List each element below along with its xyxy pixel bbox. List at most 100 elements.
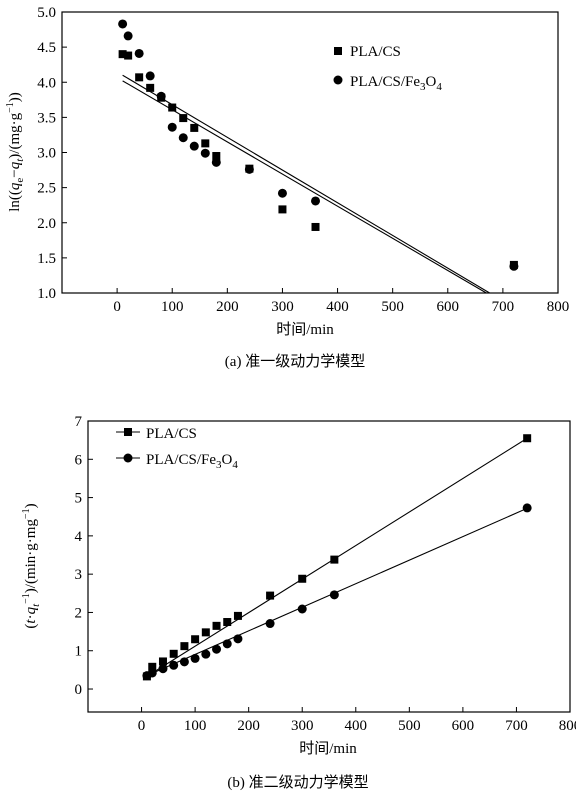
chart-a-x-tick-label: 200 <box>216 299 239 315</box>
chart-a-y-tick-label: 5.0 <box>37 5 56 21</box>
chart-a-x-tick-label: 700 <box>492 299 515 315</box>
chart-a-legend-label-pla-cs: PLA/CS <box>350 44 401 60</box>
chart-b-y-tick-label: 2 <box>75 605 83 621</box>
chart-a-point-pla-cs <box>311 222 320 231</box>
chart-b-y-tick-label: 3 <box>75 567 83 583</box>
chart-b-point-pla-cs <box>212 621 221 630</box>
chart-a-fit-line-pla-cs-fe3o4 <box>122 74 490 294</box>
chart-a-fit-line-pla-cs <box>122 80 487 294</box>
chart-b-x-tick-label: 400 <box>345 718 368 734</box>
chart-a-point-pla-cs <box>168 103 177 112</box>
chart-a-points <box>118 19 519 271</box>
chart-a-x-tick-label: 0 <box>113 299 121 315</box>
chart-b-x-tick-label: 500 <box>398 718 421 734</box>
chart-a-point-pla-cs <box>190 123 199 132</box>
chart-a-point-pla-cs-fe3o4 <box>118 19 128 29</box>
chart-a-point-pla-cs <box>212 152 221 161</box>
chart-b-x-tick-label: 0 <box>138 718 146 734</box>
chart-b-point-pla-cs-fe3o4 <box>522 503 532 513</box>
chart-a-caption: (a) 准一级动力学模型 <box>225 353 365 370</box>
chart-a-y-tick-label: 2.5 <box>37 181 56 197</box>
chart-b-point-pla-cs-fe3o4 <box>212 644 222 654</box>
chart-b-point-pla-cs-fe3o4 <box>265 619 275 629</box>
chart-a-x-tick-label: 400 <box>326 299 349 315</box>
chart-b-point-pla-cs <box>233 611 242 620</box>
chart-b: 0 100 200 300 400 500 600 700 800 0 1 2 3 4 5 6 7 PLA/CS… <box>21 414 576 791</box>
chart-b-x-tick-label: 700 <box>505 718 528 734</box>
chart-a-point-pla-cs <box>118 50 127 59</box>
chart-b-x-tick-label: 300 <box>291 718 314 734</box>
chart-a-point-pla-cs-fe3o4 <box>277 188 287 198</box>
chart-b-point-pla-cs <box>298 574 307 583</box>
chart-a-y-tick-label: 3.5 <box>37 110 56 126</box>
chart-a-x-tick-label: 800 <box>547 299 570 315</box>
chart-b-point-pla-cs <box>223 618 232 627</box>
chart-a-x-tick-label: 300 <box>271 299 294 315</box>
chart-b-point-pla-cs <box>158 657 167 666</box>
chart-b-point-pla-cs-fe3o4 <box>158 664 168 674</box>
chart-b-point-pla-cs <box>330 555 339 564</box>
chart-b-x-tick-label: 600 <box>452 718 475 734</box>
chart-a: 0 100 200 300 400 500 600 700 800 1.0 1.5 2.0 2.5 3.0… <box>5 5 569 370</box>
chart-a-point-pla-cs <box>146 83 155 92</box>
chart-a-point-pla-cs-fe3o4 <box>178 133 188 143</box>
chart-b-y-tick-label: 6 <box>75 452 83 468</box>
chart-b-x-tick-label: 800 <box>559 718 576 734</box>
chart-a-point-pla-cs-fe3o4 <box>244 164 254 174</box>
chart-b-ticks <box>88 420 571 712</box>
chart-a-tick-labels: 0 100 200 300 400 500 600 700 800 1.0 1.5 2.0 2.5 3.0… <box>37 5 569 315</box>
chart-a-point-pla-cs-fe3o4 <box>123 31 133 41</box>
chart-b-point-pla-cs <box>191 635 200 644</box>
chart-a-ticks <box>62 11 559 294</box>
chart-a-legend-marker-circle <box>333 75 343 85</box>
chart-b-point-pla-cs <box>148 662 157 671</box>
chart-a-point-pla-cs-fe3o4 <box>211 157 221 167</box>
chart-b-x-axis-label: 时间/min <box>299 740 357 757</box>
chart-b-caption: (b) 准二级动力学模型 <box>227 774 368 791</box>
chart-b-y-tick-label: 0 <box>75 682 83 698</box>
chart-a-y-tick-label: 3.0 <box>37 146 56 162</box>
chart-a-y-tick-label: 1.5 <box>37 251 56 267</box>
chart-a-point-pla-cs-fe3o4 <box>145 71 155 81</box>
chart-b-point-pla-cs-fe3o4 <box>329 590 339 600</box>
chart-a-point-pla-cs <box>124 51 133 60</box>
chart-a-y-tick-label: 4.5 <box>37 40 56 56</box>
chart-b-point-pla-cs <box>169 649 178 658</box>
chart-b-points <box>142 434 532 681</box>
chart-b-point-pla-cs-fe3o4 <box>179 657 189 667</box>
chart-a-legend-label-pla-cs-fe3o4: PLA/CS/Fe3O4 <box>350 74 442 93</box>
chart-a-y-tick-label: 2.0 <box>37 216 56 232</box>
chart-a-legend-marker-square <box>334 47 342 55</box>
chart-b-y-tick-label: 5 <box>75 491 83 507</box>
chart-b-point-pla-cs-fe3o4 <box>233 634 243 644</box>
chart-b-y-tick-label: 4 <box>75 529 83 545</box>
chart-a-point-pla-cs <box>278 205 287 214</box>
chart-b-legend-label-pla-cs: PLA/CS <box>146 426 197 442</box>
chart-a-x-tick-label: 100 <box>161 299 184 315</box>
chart-b-x-tick-label: 100 <box>184 718 207 734</box>
chart-a-x-tick-label: 600 <box>437 299 460 315</box>
chart-a-point-pla-cs <box>179 114 188 123</box>
chart-b-y-tick-label: 1 <box>75 644 83 660</box>
chart-b-point-pla-cs <box>180 642 189 651</box>
chart-a-point-pla-cs <box>135 73 144 82</box>
chart-a-y-tick-label: 4.0 <box>37 75 56 91</box>
chart-a-y-axis-label: ln((qe−qt)/(mg·g−1)) <box>5 92 26 212</box>
chart-a-point-pla-cs-fe3o4 <box>156 91 166 101</box>
chart-b-legend-marker-circle <box>123 453 133 463</box>
chart-a-point-pla-cs-fe3o4 <box>167 122 177 132</box>
chart-a-point-pla-cs-fe3o4 <box>200 148 210 158</box>
chart-b-point-pla-cs <box>266 591 275 600</box>
chart-b-point-pla-cs-fe3o4 <box>147 668 157 678</box>
chart-a-x-axis-label: 时间/min <box>276 321 334 338</box>
chart-b-point-pla-cs-fe3o4 <box>222 639 232 649</box>
chart-a-y-tick-label: 1.0 <box>37 286 56 302</box>
chart-b-y-tick-label: 7 <box>75 414 83 430</box>
chart-b-point-pla-cs <box>201 628 210 637</box>
chart-a-point-pla-cs-fe3o4 <box>509 261 519 271</box>
chart-b-tick-labels: 0 100 200 300 400 500 600 700 800 0 1 2 3 4 5 6 7 <box>75 414 576 734</box>
chart-a-point-pla-cs-fe3o4 <box>311 196 321 206</box>
chart-b-point-pla-cs-fe3o4 <box>169 660 179 670</box>
chart-b-point-pla-cs-fe3o4 <box>201 649 211 659</box>
